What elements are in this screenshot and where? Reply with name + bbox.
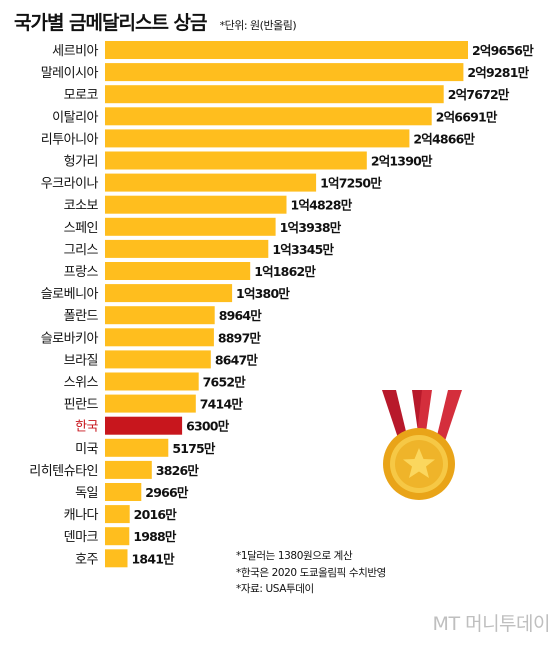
category-label: 폴란드 <box>64 309 99 324</box>
value-label: 2억1390만 <box>371 154 433 169</box>
chart-title: 국가별 금메달리스트 상금 <box>14 12 208 34</box>
value-label: 2억4866만 <box>413 131 475 146</box>
category-label: 세르비아 <box>52 44 98 59</box>
category-label: 말레이시아 <box>41 66 99 81</box>
gold-medal-icon <box>372 386 472 506</box>
bar <box>105 328 214 347</box>
category-label: 브라질 <box>64 353 98 368</box>
value-label: 1억7250만 <box>320 176 382 191</box>
value-label: 8964만 <box>219 308 263 323</box>
bar <box>105 107 432 126</box>
footnote-korea-source: *한국은 2020 도쿄올림픽 수치반영 <box>236 566 386 579</box>
value-label: 5175만 <box>172 441 216 456</box>
value-label: 2016만 <box>134 507 178 522</box>
category-label: 그리스 <box>64 243 99 258</box>
bar <box>105 217 276 236</box>
bar <box>105 129 410 148</box>
bar <box>105 41 468 59</box>
title-row: 국가별 금메달리스트 상금 *단위: 원(반올림) <box>14 8 297 35</box>
value-label: 1988만 <box>133 529 177 544</box>
value-label: 1억3345만 <box>272 242 334 257</box>
bar <box>105 505 130 524</box>
category-label: 슬로바키아 <box>41 331 99 346</box>
bar <box>105 306 215 325</box>
value-label: 1억3938만 <box>280 220 342 235</box>
value-label: 2966만 <box>145 485 189 500</box>
category-label: 덴마크 <box>64 530 99 545</box>
value-label: 1841만 <box>132 551 176 566</box>
bar <box>105 460 152 479</box>
category-label: 코소보 <box>64 199 99 214</box>
unit-note: *단위: 원(반올림) <box>219 19 297 32</box>
value-label: 3826만 <box>156 463 200 478</box>
bar <box>105 63 464 82</box>
bar <box>105 239 269 258</box>
value-label: 8897만 <box>218 330 262 345</box>
bar <box>105 416 183 435</box>
value-label: 2억7672만 <box>448 87 510 102</box>
bar <box>105 151 367 170</box>
category-label: 캐나다 <box>64 508 99 523</box>
category-label: 모로코 <box>64 88 99 103</box>
value-label: 1억380만 <box>236 286 290 301</box>
category-label: 스페인 <box>64 221 98 236</box>
value-label: 6300만 <box>186 419 230 434</box>
category-label: 핀란드 <box>64 398 99 413</box>
bar <box>105 438 169 457</box>
value-label: 7414만 <box>200 397 244 412</box>
category-label: 스위스 <box>64 376 99 391</box>
category-label: 헝가리 <box>64 155 98 170</box>
category-label: 독일 <box>75 486 98 501</box>
category-label: 한국 <box>75 420 98 435</box>
value-label: 7652만 <box>203 375 247 390</box>
bar <box>105 372 199 391</box>
bar <box>105 394 196 413</box>
bar <box>105 284 233 303</box>
bar <box>105 195 287 214</box>
bar <box>105 549 128 568</box>
bar <box>105 85 444 104</box>
bar <box>105 483 142 501</box>
bar <box>105 173 317 192</box>
bar <box>105 262 251 280</box>
category-label: 슬로베니아 <box>41 287 99 302</box>
value-label: 8647만 <box>215 352 259 367</box>
footnote-exchange-rate: *1달러는 1380원으로 계산 <box>236 550 353 562</box>
footnotes: *1달러는 1380원으로 계산 *한국은 2020 도쿄올림픽 수치반영 *자… <box>236 548 386 598</box>
bar <box>105 350 211 369</box>
publisher-watermark: MT 머니투데이 <box>432 613 551 635</box>
bar <box>105 527 130 546</box>
value-label: 2억9656만 <box>472 43 534 58</box>
value-label: 1억4828만 <box>291 198 353 213</box>
category-label: 리투아니아 <box>41 132 99 147</box>
value-label: 2억9281만 <box>467 65 529 80</box>
category-label: 미국 <box>75 442 98 457</box>
category-label: 호주 <box>75 552 98 567</box>
category-label: 리히텐슈타인 <box>29 464 98 479</box>
footnote-data-source: *자료: USA투데이 <box>236 583 314 595</box>
category-label: 프랑스 <box>64 265 99 280</box>
value-label: 1억1862만 <box>254 264 316 279</box>
value-label: 2억6691만 <box>436 109 498 124</box>
category-label: 이탈리아 <box>52 110 98 125</box>
category-label: 우크라이나 <box>41 177 99 192</box>
